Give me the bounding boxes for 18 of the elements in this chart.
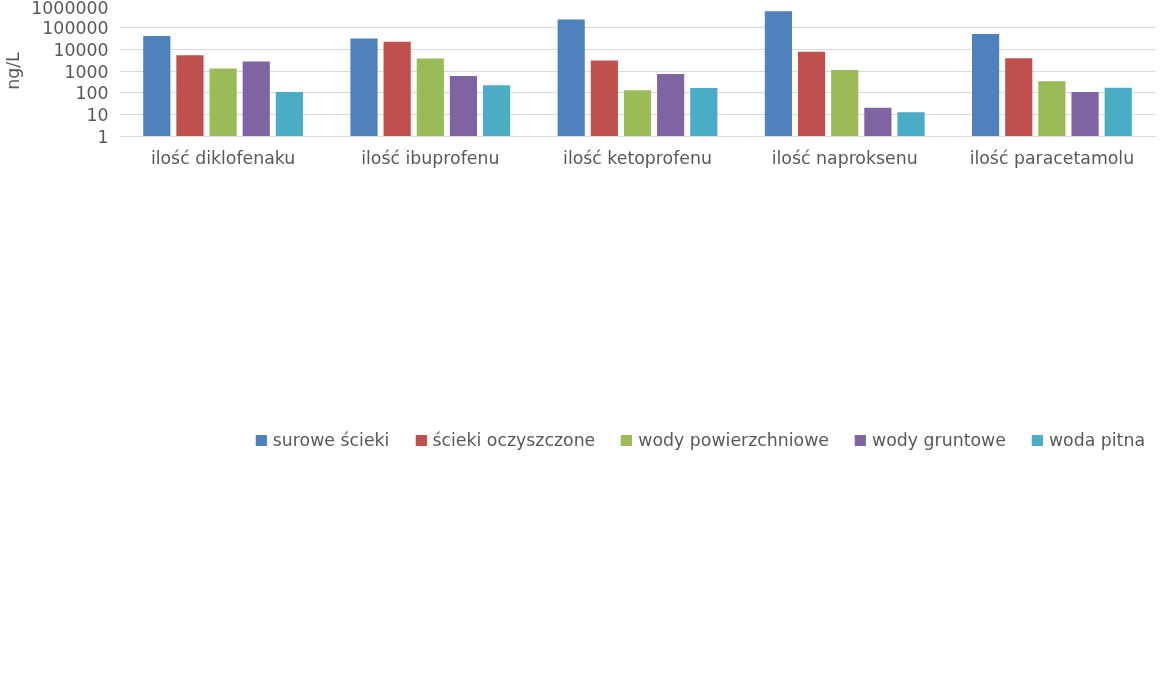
y-tick-label: 10000 xyxy=(53,39,109,60)
y-tick-label: 1 xyxy=(97,127,109,147)
legend-label: wody powierzchniowe xyxy=(638,430,830,450)
y-tick-label: 1000000 xyxy=(31,0,109,18)
y-axis-title: ng/L xyxy=(3,51,24,90)
y-tick-label: 100000 xyxy=(42,17,109,38)
y-tick-label: 10 xyxy=(86,105,109,126)
x-tick-label: ilość diklofenaku xyxy=(150,147,296,168)
legend-label: wody gruntowe xyxy=(872,430,1006,450)
legend-label: ścieki oczyszczone xyxy=(432,430,596,450)
legend-label: woda pitna xyxy=(1048,430,1145,450)
x-tick-label: ilość ibuprofenu xyxy=(361,147,500,168)
y-tick-label: 100 xyxy=(75,83,109,104)
legend-label: surowe ścieki xyxy=(272,430,390,450)
x-tick-label: ilość ketoprofenu xyxy=(563,147,712,168)
y-tick-label: 1000 xyxy=(64,61,109,82)
x-tick-label: ilość naproksenu xyxy=(771,147,918,168)
x-tick-label: ilość paracetamolu xyxy=(969,147,1135,168)
